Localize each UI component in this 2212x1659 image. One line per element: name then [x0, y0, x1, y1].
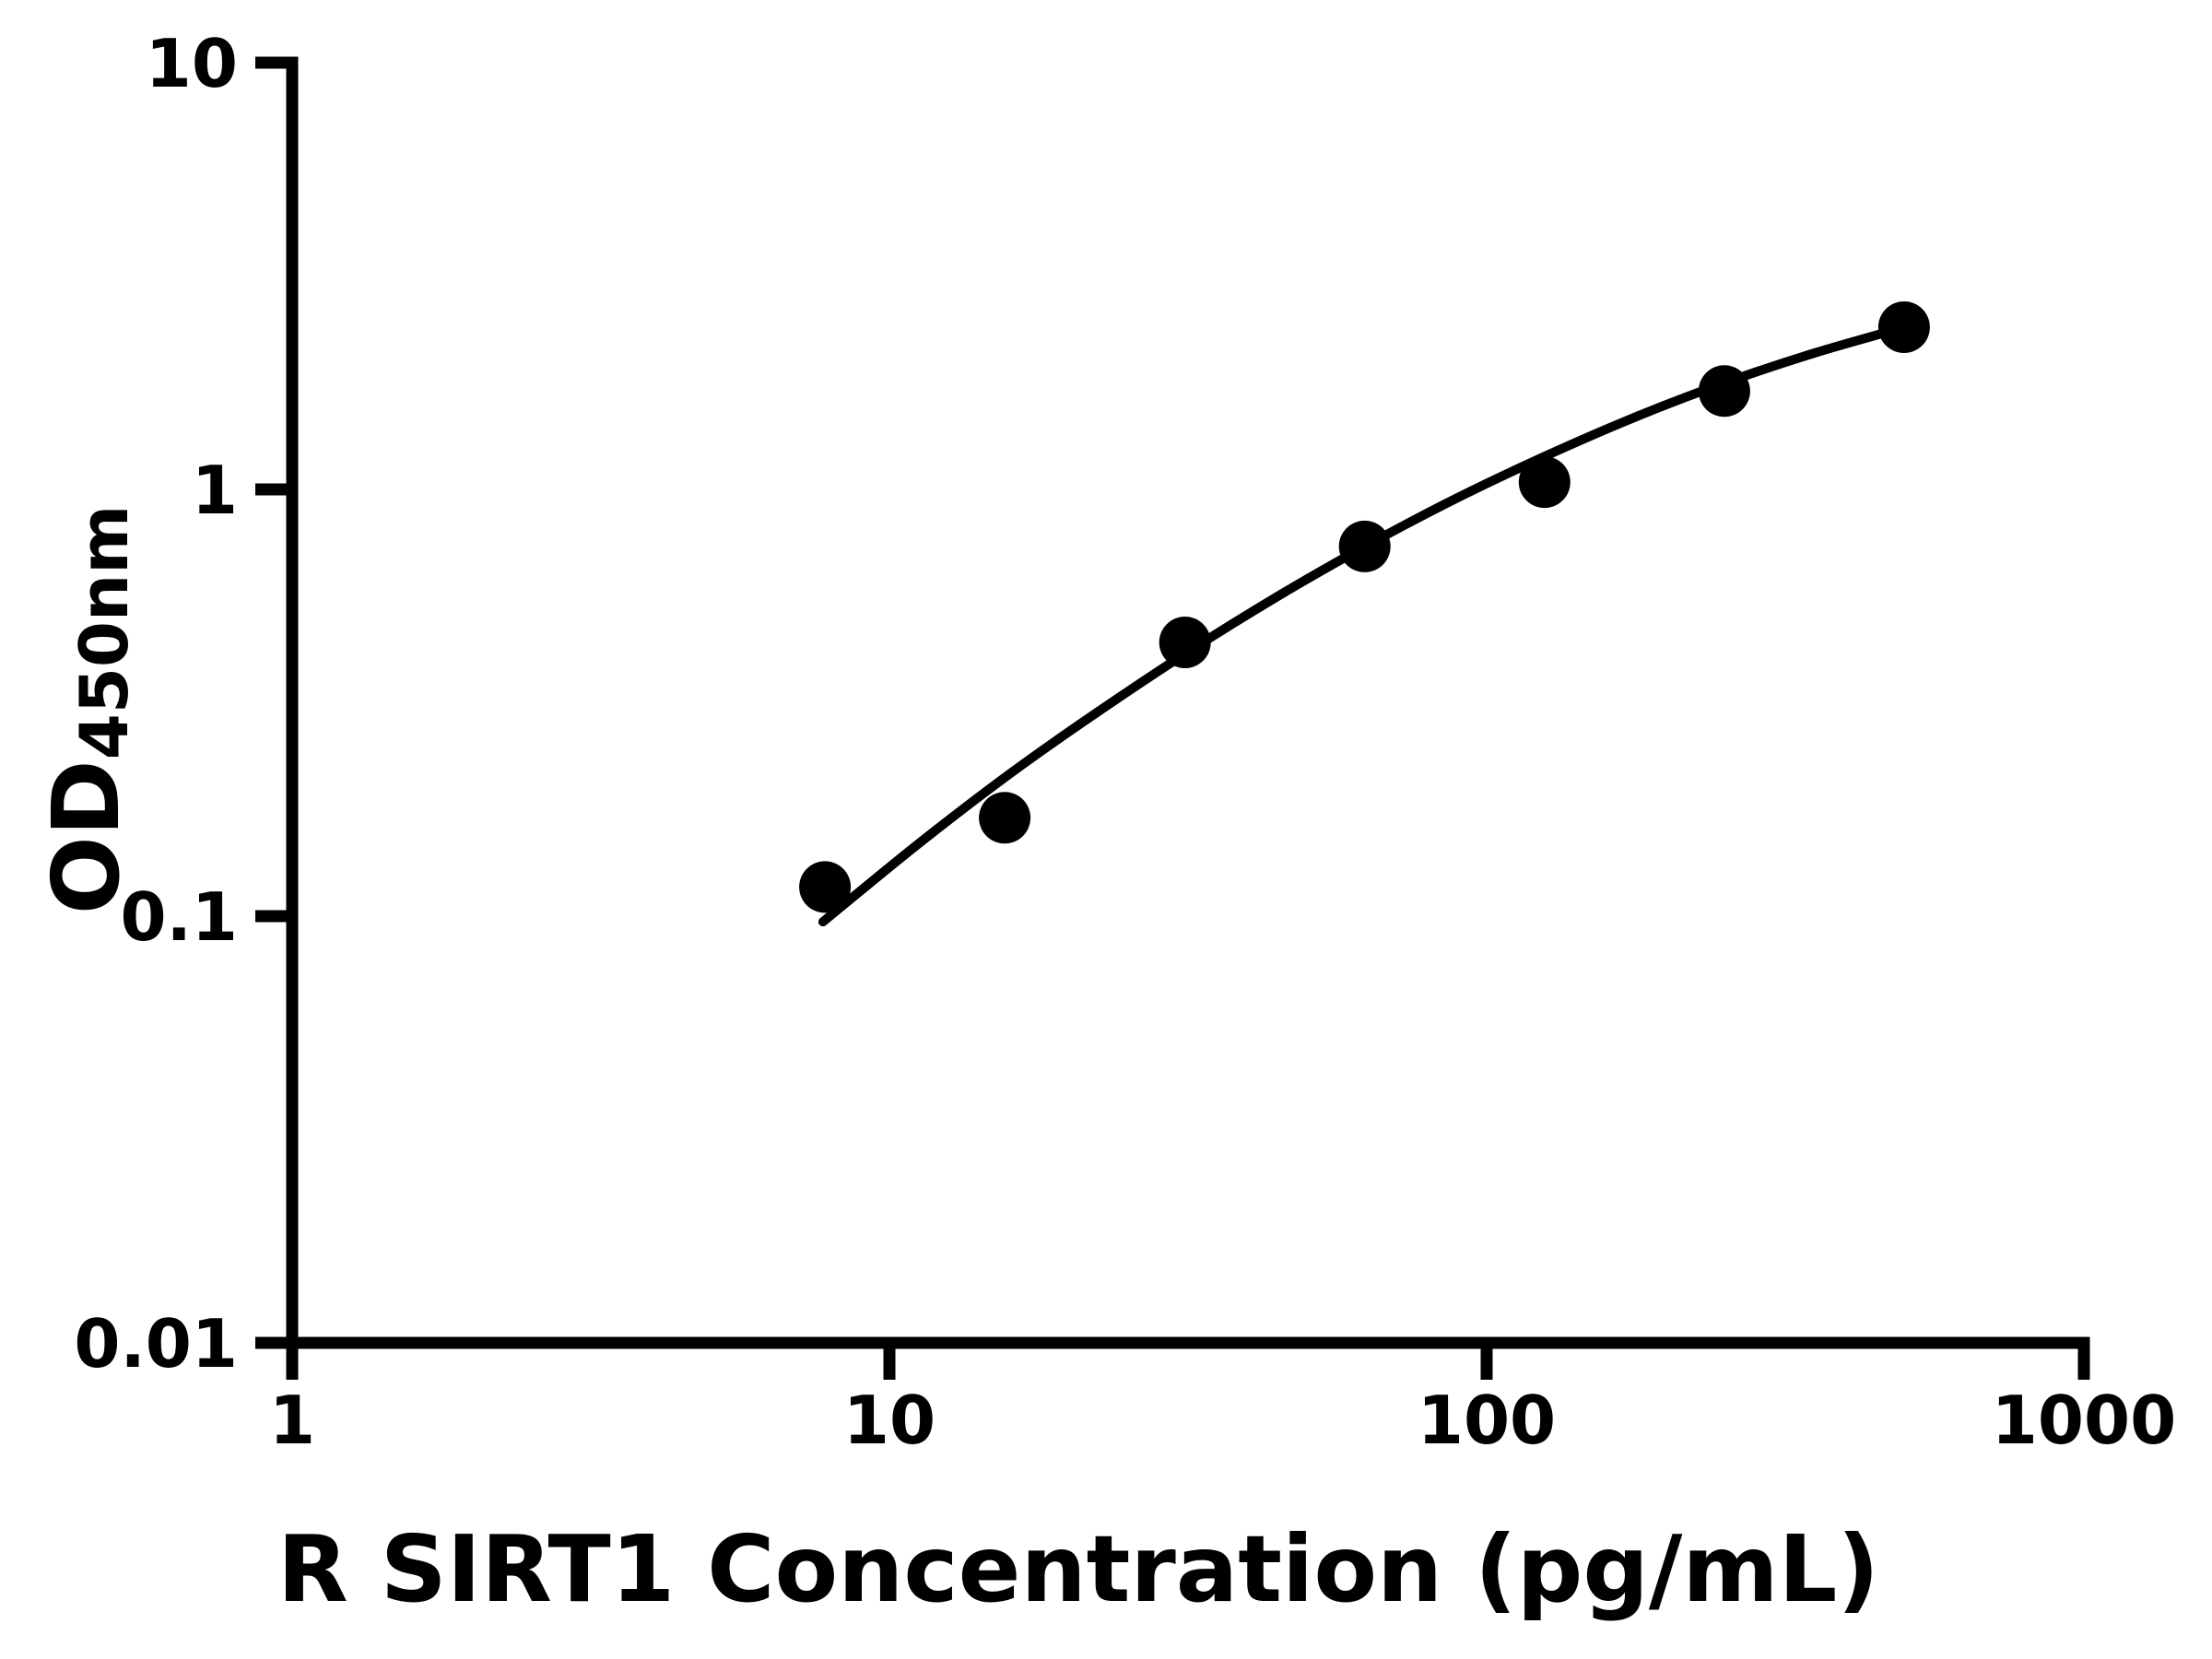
x-tick-label: 10 [843, 1382, 935, 1459]
data-point [1338, 520, 1391, 572]
y-axis-title-main: OD [32, 759, 140, 914]
y-tick-label: 1 [192, 452, 238, 529]
data-point [1877, 301, 1930, 353]
y-tick-label: 10 [146, 25, 238, 102]
y-axis-title-subscript: 450nm [65, 505, 143, 760]
data-point [1518, 456, 1571, 509]
data-point [1698, 365, 1750, 418]
x-tick-label: 100 [1418, 1382, 1556, 1459]
data-point [1159, 617, 1211, 668]
y-tick-label: 0.1 [120, 878, 238, 956]
y-tick-label: 0.01 [74, 1305, 238, 1382]
data-point [799, 861, 852, 913]
x-tick-label: 1 [269, 1382, 315, 1459]
x-axis-title: R SIRT1 Concentration (pg/mL) [277, 1515, 1879, 1623]
x-tick-label: 1000 [1992, 1382, 2176, 1459]
data-point [979, 792, 1031, 844]
y-axis-title: OD450nm [32, 505, 143, 915]
